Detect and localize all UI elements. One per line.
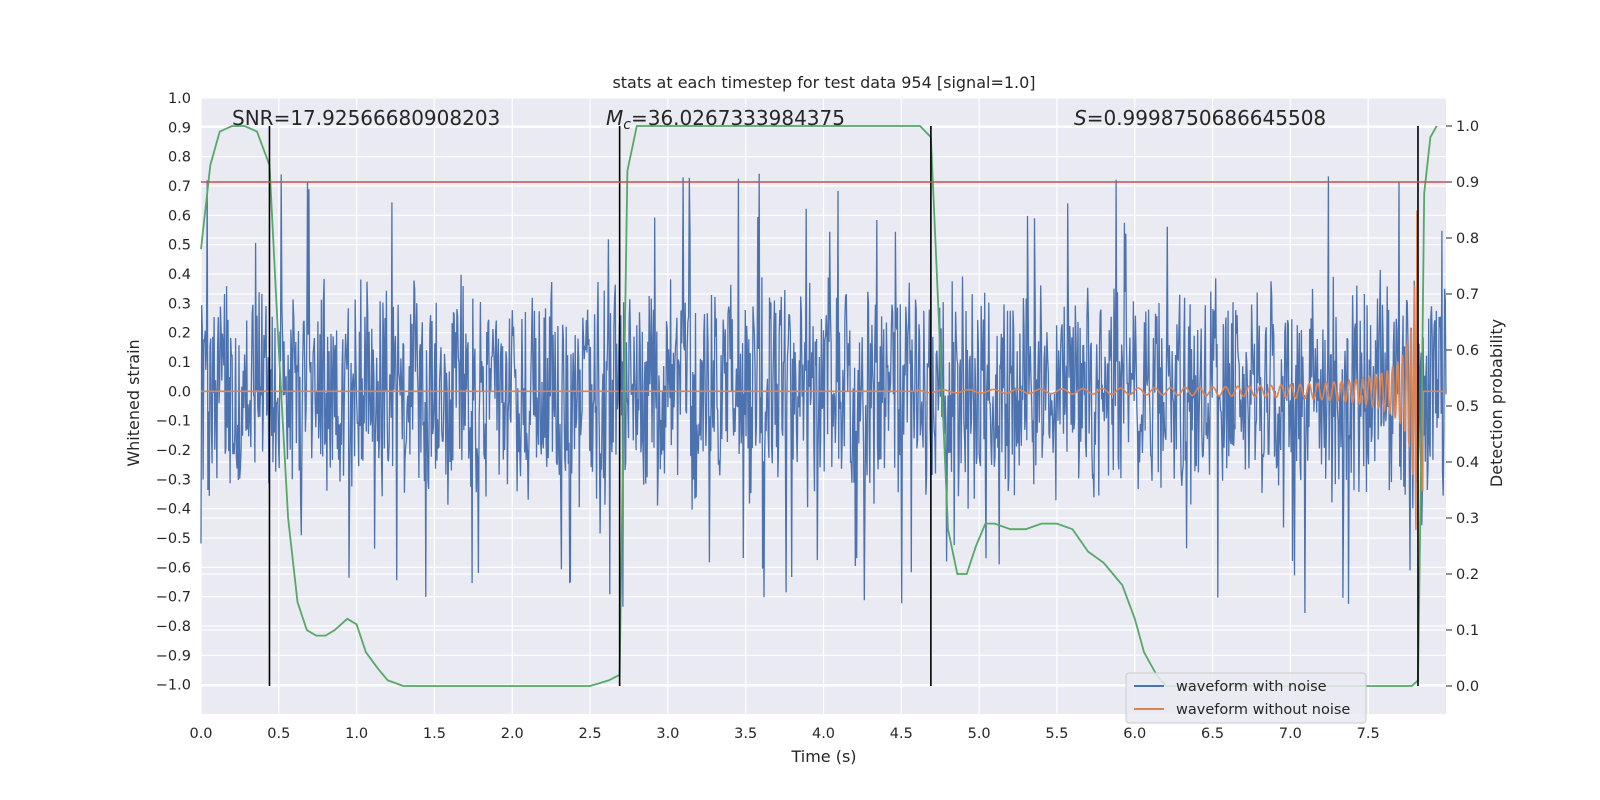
x-tick-label: 4.5 [890,726,913,742]
y-tick-label: −0.4 [156,502,191,518]
y-tick-label: 0.7 [168,179,191,195]
legend-label-clean: waveform without noise [1176,702,1350,718]
x-tick-label: 6.5 [1201,726,1224,742]
x-tick-label: 4.0 [812,726,835,742]
x-tick-label: 0.0 [189,726,212,742]
chirp-mass-symbol: M [606,106,623,130]
y2-tick-label: 1.0 [1456,119,1479,135]
noisy-waveform-line [200,173,1447,614]
y-tick-label: −0.5 [156,531,191,547]
x-tick-label: 7.5 [1357,726,1380,742]
y-tick-label: −0.9 [156,648,191,664]
chirp-mass-value: 36.0267333984375 [648,106,845,130]
x-tick-label: 6.0 [1123,726,1146,742]
y2-tick-label: 0.9 [1456,175,1479,191]
x-tick-label: 3.0 [656,726,679,742]
x-tick-label: 1.0 [345,726,368,742]
y-tick-label: −0.6 [156,560,191,576]
snr-value: 17.92566680908203 [290,106,500,130]
y2-tick-label: 0.1 [1456,623,1479,639]
chart-title: stats at each timestep for test data 954… [612,73,1035,92]
x-tick-label: 0.5 [267,726,290,742]
y2-tick-label: 0.5 [1456,399,1479,415]
x-axis-label: Time (s) [790,747,856,766]
y-tick-label: 0.6 [168,208,191,224]
y-tick-label: −0.7 [156,590,191,606]
snr-prefix: SNR [232,106,274,130]
x-tick-label: 5.0 [968,726,991,742]
y2-tick-label: 0.6 [1456,343,1479,359]
y-tick-label: 0.0 [168,384,191,400]
y-tick-label: 0.1 [168,355,191,371]
y-axis-label: Whitened strain [124,339,143,466]
y2-tick-label: 0.4 [1456,455,1479,471]
legend: waveform with noise waveform without noi… [1125,672,1367,724]
chirp-mass-annotation: Mc=36.0267333984375 [606,106,845,133]
y2-tick-label: 0.0 [1456,679,1479,695]
y-tick-label: 1.0 [168,91,191,107]
y-tick-label: 0.8 [168,150,191,166]
x-tick-label: 7.0 [1279,726,1302,742]
y-tick-label: 0.4 [168,267,191,283]
y-tick-label: −0.8 [156,619,191,635]
s-stat-value: 0.9998750686645508 [1103,106,1326,130]
y2-axis-label: Detection probability [1487,319,1506,487]
y-tick-label: −0.3 [156,472,191,488]
x-tick-label: 2.0 [501,726,524,742]
x-tick-label: 1.5 [423,726,446,742]
s-stat-annotation: S=0.9998750686645508 [1074,106,1326,130]
y-tick-label: 0.3 [168,296,191,312]
x-tick-label: 5.5 [1045,726,1068,742]
chirp-mass-subscript: c [623,117,631,133]
y-tick-label: −1.0 [156,678,191,694]
legend-label-noise: waveform with noise [1176,679,1327,695]
x-tick-label: 2.5 [579,726,602,742]
y2-tick-label: 0.2 [1456,567,1479,583]
x-tick-label: 3.5 [734,726,757,742]
y-tick-label: 0.9 [168,120,191,136]
y-tick-label: −0.2 [156,443,191,459]
y-tick-label: 0.5 [168,238,191,254]
y2-tick-label: 0.3 [1456,511,1479,527]
snr-annotation: SNR=17.92566680908203 [232,106,500,130]
legend-box [1125,672,1367,724]
y2-tick-label: 0.8 [1456,231,1479,247]
y-tick-label: 0.2 [168,326,191,342]
s-stat-symbol: S [1074,106,1087,130]
y-tick-label: −0.1 [156,414,191,430]
y2-tick-label: 0.7 [1456,287,1479,303]
clean-waveform-line [201,210,1446,530]
